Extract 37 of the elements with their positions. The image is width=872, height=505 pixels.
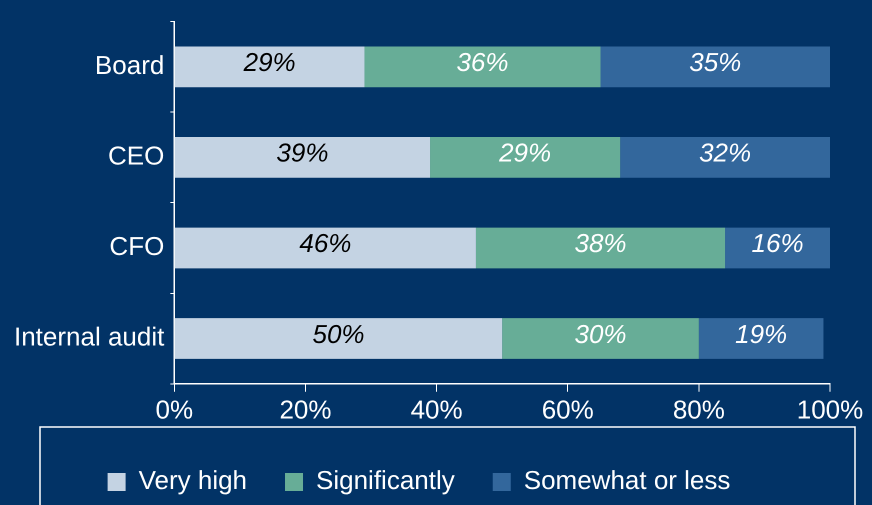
data-label: 30% <box>574 318 627 349</box>
y-tick-label: CEO <box>108 140 164 171</box>
data-label: 29% <box>242 47 296 78</box>
data-label: 50% <box>312 318 365 349</box>
data-label: 29% <box>498 138 552 168</box>
x-tick-label: 80% <box>672 394 725 425</box>
x-tick-label: 0% <box>156 394 194 425</box>
data-label: 16% <box>752 228 804 258</box>
data-label: 19% <box>735 318 788 349</box>
bar <box>476 228 726 268</box>
x-tick-label: 20% <box>279 394 332 425</box>
bar <box>430 137 620 178</box>
bar <box>174 137 430 178</box>
legend-label: Somewhat or less <box>524 465 730 496</box>
data-label: 32% <box>699 138 752 168</box>
data-label: 35% <box>689 47 742 78</box>
legend-label: Very high <box>138 465 248 496</box>
bar <box>725 228 830 268</box>
bar <box>502 318 699 359</box>
bar <box>174 318 502 359</box>
y-tick-label: Board <box>94 50 164 80</box>
bar <box>364 46 601 88</box>
data-label: 38% <box>574 228 627 258</box>
data-label: 39% <box>276 138 328 168</box>
bar <box>174 228 476 268</box>
data-label: 46% <box>299 228 352 258</box>
legend-label: Significantly <box>316 465 455 496</box>
bar <box>620 137 830 178</box>
x-tick-label: 100% <box>796 394 864 425</box>
y-tick-label: CFO <box>109 231 164 262</box>
bar <box>174 46 364 88</box>
y-tick-label: Internal audit <box>14 322 166 352</box>
x-tick-label: 40% <box>410 394 463 425</box>
x-tick-label: 60% <box>542 394 594 425</box>
bar <box>698 318 824 359</box>
bar <box>600 46 830 88</box>
data-label: 36% <box>456 47 509 78</box>
